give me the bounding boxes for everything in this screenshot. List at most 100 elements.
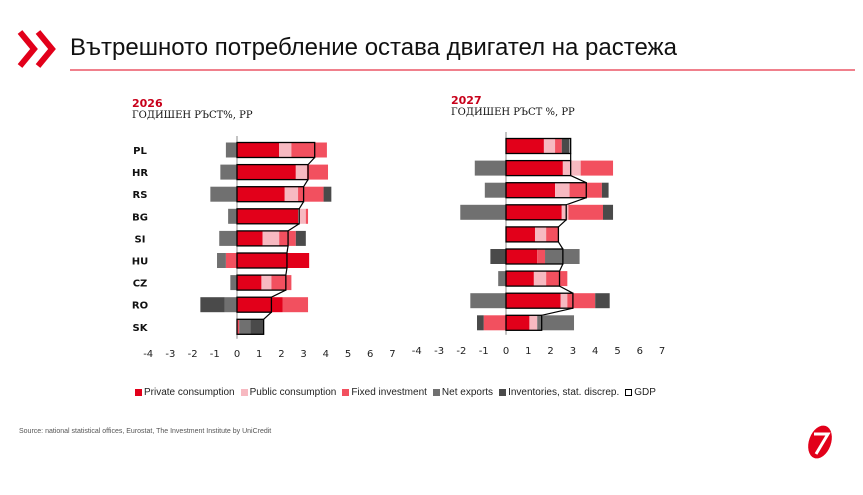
chart-year-2026: 2026 [132,97,163,110]
bar-private-SI-2027 [506,226,535,242]
bar-fixed-PL-2026 [291,142,327,158]
gdp-connector-SI-2026 [286,245,289,254]
tick-label-2026: -3 [165,349,175,360]
bar-inv-PL-2027 [561,138,570,154]
tick-label-2026: 4 [323,349,329,360]
tick-label-2026: -4 [143,349,153,360]
gdp-connector-SI-2027 [557,241,564,250]
gdp-connector-RO-2026 [263,311,272,320]
tick-label-2026: 7 [389,349,395,360]
bar-net-RO-2027 [470,293,506,309]
legend: Private consumption Public consumption F… [135,387,656,398]
bar-inv-SI-2026 [295,230,306,246]
bar-public-BG-2026 [298,208,306,224]
tick-label-2027: -1 [479,346,489,357]
bar-private-CZ-2027 [506,271,534,287]
bar-public-HR-2026 [295,164,307,180]
gdp-outline-RO-2027 [505,292,574,309]
bar-net-HU-2026 [217,253,226,268]
bar-fixed-SK-2027 [483,315,506,331]
page-title: Вътрешното потребление остава двигател н… [70,34,677,61]
chart-subtitle-2027: ГОДИШЕН РЪСТ %, PP [451,107,575,118]
bar-fixed-CZ-2027 [546,271,568,287]
bar-private-HU-2026 [237,253,310,268]
bar-public-RS-2026 [284,186,299,202]
gdp-outline-SK-2027 [505,314,543,331]
tick-label-2027: -3 [434,346,444,357]
bar-fixed-SI-2027 [546,226,559,242]
gdp-connector-HU-2027 [558,263,564,272]
bar-private-HR-2026 [237,164,296,180]
tick-label-2026: 1 [256,349,262,360]
bar-net-RO-2026 [224,297,237,313]
bar-public-HR-2027 [562,160,581,176]
bar-fixed-HU-2026 [225,253,237,268]
tick-label-2027: 0 [503,346,509,357]
gdp-connector-PL-2026 [307,157,316,166]
gdp-outline-RO-2026 [236,296,273,313]
bar-net-BG-2026 [228,208,237,224]
bar-fixed-RO-2026 [282,297,309,313]
bar-inv-RO-2027 [595,293,610,309]
bar-net-HR-2027 [474,160,506,176]
legend-gdp: GDP [625,387,656,398]
gdp-outline-BG-2026 [236,208,300,225]
legend-public: Public consumption [240,387,336,398]
gdp-connector-RS-2026 [298,201,305,210]
chevrons-icon [17,30,56,68]
bar-fixed-RO-2027 [567,293,596,309]
gdp-connector-HR-2026 [303,179,309,188]
bar-private-CZ-2026 [237,275,262,291]
gdp-outline-RS-2026 [236,186,305,203]
bar-net-SK-2027 [537,315,575,331]
category-label-RS: RS [133,190,148,201]
gdp-connector-BG-2026 [287,223,300,232]
bar-net-CZ-2027 [498,271,506,287]
tick-label-2027: 4 [592,346,598,357]
bar-public-RS-2027 [555,182,570,198]
tick-label-2027: 2 [547,346,553,357]
gdp-connector-BG-2027 [558,219,567,228]
bar-private-RO-2026 [237,297,283,313]
bar-private-PL-2026 [237,142,280,158]
legend-private: Private consumption [135,387,235,398]
bar-fixed-HR-2027 [580,160,614,176]
tick-label-2026: 6 [367,349,373,360]
tick-label-2027: 1 [525,346,531,357]
tick-label-2027: 3 [570,346,576,357]
tick-label-2026: -1 [210,349,220,360]
bar-public-SI-2026 [262,230,280,246]
gdp-connector-CZ-2027 [559,285,574,294]
bar-private-BG-2026 [237,208,299,224]
bar-public-RO-2027 [560,293,568,309]
category-label-CZ: CZ [133,279,148,290]
gdp-outline-CZ-2027 [505,270,561,287]
tick-label-2027: -2 [456,346,466,357]
legend-net: Net exports [432,387,493,398]
bar-private-HU-2027 [506,249,538,264]
bar-net-SI-2026 [219,230,237,246]
bar-private-RS-2026 [237,186,285,202]
tick-label-2026: -2 [188,349,198,360]
bar-private-SK-2027 [506,315,530,331]
bar-public-BG-2027 [561,204,569,220]
bar-fixed-BG-2027 [568,204,604,220]
gdp-connector-HR-2027 [570,175,587,184]
tick-label-2026: 5 [345,349,351,360]
bar-public-PL-2026 [279,142,292,158]
gdp-outline-SI-2027 [505,226,560,243]
tick-label-2027: 5 [614,346,620,357]
gdp-connector-CZ-2026 [271,289,287,298]
gdp-outline-BG-2027 [505,204,567,221]
gdp-outline-HR-2026 [236,163,309,181]
bar-inv-RO-2026 [200,297,225,313]
gdp-outline-SI-2026 [236,230,289,247]
bar-inv-RS-2027 [601,182,609,198]
tick-label-2027: 7 [659,346,665,357]
category-label-RO: RO [132,301,148,312]
tick-label-2026: 2 [278,349,284,360]
bar-inv-RS-2026 [323,186,332,202]
bar-net-HR-2026 [220,164,237,180]
